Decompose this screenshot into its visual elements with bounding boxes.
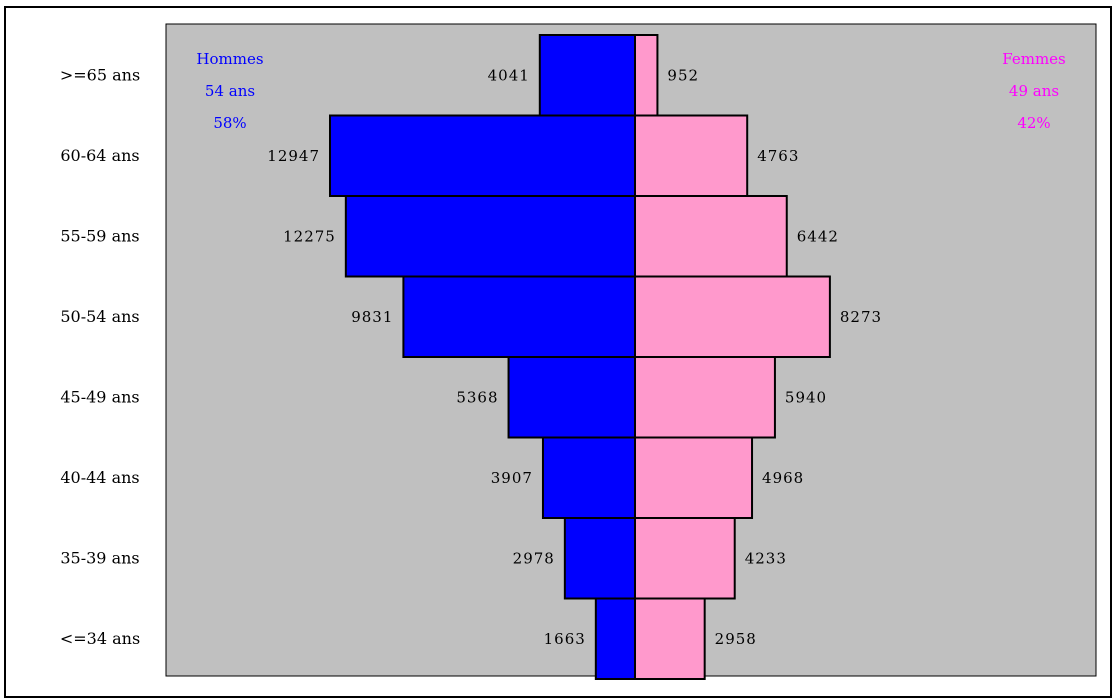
bar-hommes-4	[507, 356, 636, 439]
bar-hommes-6	[563, 517, 636, 600]
bar-femmes-3	[634, 275, 831, 358]
value-label-femmes: 6442	[797, 227, 839, 245]
bar-femmes-2	[634, 195, 788, 278]
legend-femmes-line-0: Femmes	[1002, 50, 1066, 68]
value-label-hommes: 9831	[351, 308, 393, 326]
legend-hommes-line-1: 54 ans	[205, 82, 255, 100]
value-label-femmes: 4968	[762, 469, 804, 487]
bar-femmes-4	[634, 356, 776, 439]
legend-femmes-line-1: 49 ans	[1009, 82, 1059, 100]
value-label-femmes: 952	[667, 66, 699, 84]
value-label-femmes: 4233	[745, 549, 787, 567]
legend-hommes-line-2: 58%	[213, 114, 246, 132]
value-label-hommes: 12947	[267, 147, 320, 165]
category-label: 50-54 ans	[60, 307, 139, 326]
category-label: 60-64 ans	[60, 146, 139, 165]
bar-femmes-5	[634, 436, 754, 519]
value-label-hommes: 2978	[513, 549, 555, 567]
value-label-femmes: 2958	[715, 630, 757, 648]
value-label-hommes: 3907	[491, 469, 533, 487]
value-label-hommes: 4041	[488, 66, 530, 84]
category-label: 35-39 ans	[60, 548, 139, 567]
bar-hommes-1	[329, 114, 636, 197]
value-label-femmes: 5940	[785, 388, 827, 406]
value-label-hommes: 1663	[544, 630, 586, 648]
legend-femmes-line-2: 42%	[1017, 114, 1050, 132]
value-label-femmes: 8273	[840, 308, 882, 326]
value-label-femmes: 4763	[757, 147, 799, 165]
category-label: 40-44 ans	[60, 468, 139, 487]
bar-hommes-7	[594, 597, 636, 680]
bar-hommes-3	[402, 275, 636, 358]
bar-hommes-5	[541, 436, 636, 519]
value-label-hommes: 5368	[456, 388, 498, 406]
bar-femmes-7	[634, 597, 706, 680]
value-label-hommes: 12275	[283, 227, 336, 245]
bar-hommes-0	[538, 34, 637, 117]
bar-hommes-2	[344, 195, 636, 278]
bar-femmes-0	[634, 34, 659, 117]
category-label: 55-59 ans	[60, 226, 139, 245]
category-label: <=34 ans	[60, 629, 140, 648]
bar-femmes-6	[634, 517, 736, 600]
category-label: >=65 ans	[60, 65, 140, 84]
bar-femmes-1	[634, 114, 749, 197]
legend-hommes-line-0: Hommes	[196, 50, 263, 68]
category-label: 45-49 ans	[60, 387, 139, 406]
